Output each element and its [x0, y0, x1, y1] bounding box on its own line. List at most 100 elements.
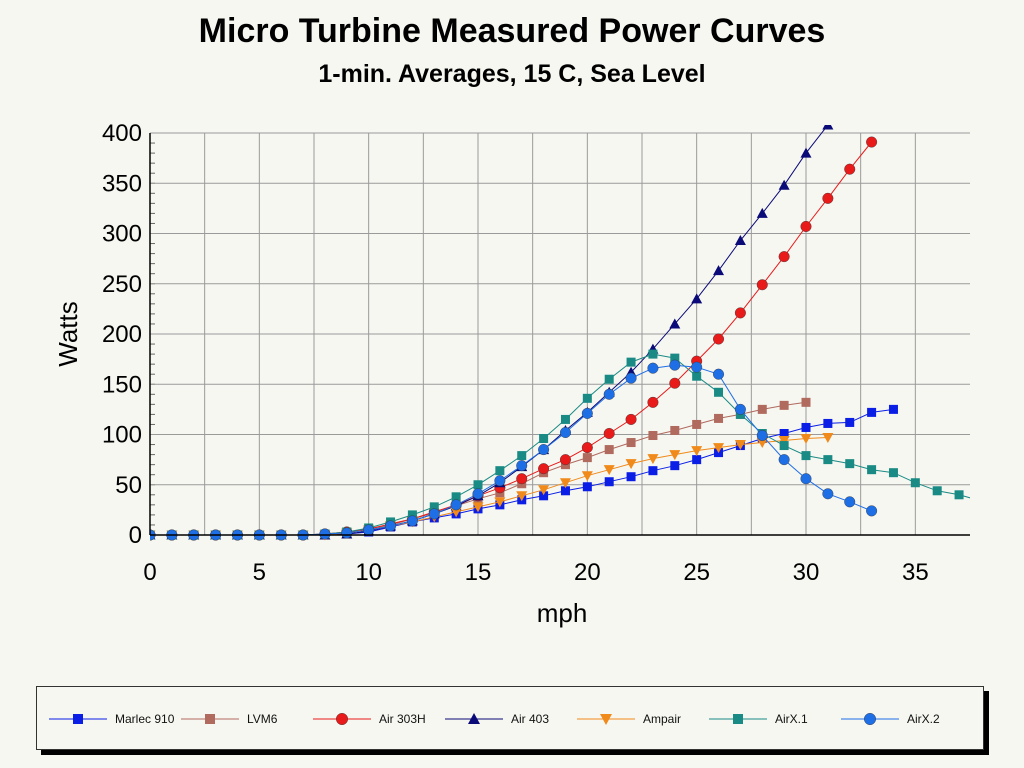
x-tick-label: 25	[683, 559, 710, 586]
data-point	[560, 486, 570, 496]
data-point	[778, 251, 790, 263]
data-point	[779, 441, 789, 451]
x-tick-label: 5	[253, 559, 266, 586]
data-point	[757, 404, 767, 414]
data-point	[756, 279, 768, 291]
data-point	[734, 403, 746, 415]
legend-label: LVM6	[247, 712, 278, 726]
data-point	[363, 524, 375, 536]
data-point	[692, 419, 702, 429]
data-point	[495, 466, 505, 476]
legend-item: LVM6	[181, 712, 278, 726]
x-tick-label: 35	[902, 559, 929, 586]
data-point	[801, 397, 811, 407]
data-point	[713, 443, 725, 454]
legend-marker	[733, 714, 743, 724]
y-axis-label: Watts	[53, 301, 83, 366]
legend-label: Ampair	[643, 712, 681, 726]
y-tick-label: 400	[102, 120, 142, 147]
data-point	[976, 496, 985, 505]
data-point	[516, 460, 528, 472]
data-point	[756, 430, 768, 442]
data-point	[713, 333, 725, 345]
data-point	[844, 163, 856, 175]
data-point	[670, 425, 680, 435]
data-point	[604, 477, 614, 487]
data-point	[559, 454, 571, 466]
data-point	[669, 318, 681, 329]
data-point	[559, 478, 571, 489]
x-axis-label: mph	[537, 598, 588, 628]
legend-items: Marlec 910 LVM6 Air 303H Air 403 Ampair AirX.…	[49, 712, 940, 726]
data-point	[888, 404, 898, 414]
data-point	[559, 426, 571, 438]
legend-marker	[205, 714, 215, 724]
data-point	[691, 446, 703, 457]
data-point	[734, 440, 746, 451]
data-point	[867, 407, 877, 417]
data-point	[516, 473, 528, 485]
data-point	[450, 499, 462, 511]
series-airx-2	[150, 359, 878, 541]
data-point	[626, 472, 636, 482]
data-point	[582, 482, 592, 492]
data-point	[517, 451, 527, 461]
legend-item: Air 303H	[313, 712, 426, 726]
data-point	[582, 393, 592, 403]
data-point	[581, 442, 593, 454]
data-point	[822, 192, 834, 204]
data-point	[494, 497, 506, 508]
data-point	[429, 502, 439, 512]
legend: Marlec 910 LVM6 Air 303H Air 403 Ampair AirX.…	[36, 686, 984, 750]
data-point	[428, 508, 440, 520]
data-point	[406, 515, 418, 527]
chart-title: Micro Turbine Measured Power Curves	[198, 12, 826, 50]
data-point	[734, 307, 746, 319]
data-point	[713, 265, 725, 276]
data-point	[626, 357, 636, 367]
data-point	[734, 235, 746, 246]
data-point	[538, 463, 550, 475]
data-point	[581, 407, 593, 419]
legend-label: AirX.2	[907, 712, 940, 726]
data-point	[625, 459, 637, 470]
data-point	[669, 377, 681, 389]
y-tick-label: 300	[102, 221, 142, 248]
legend-marker	[600, 714, 612, 725]
data-point	[319, 528, 331, 540]
data-point	[625, 372, 637, 384]
data-point	[581, 471, 593, 482]
data-point	[670, 353, 680, 363]
data-point	[778, 436, 790, 447]
data-point	[603, 427, 615, 439]
data-point	[385, 520, 397, 532]
data-point	[866, 136, 878, 148]
data-point	[538, 444, 550, 456]
data-point	[779, 428, 789, 438]
y-tick-label: 100	[102, 422, 142, 449]
data-point	[954, 490, 964, 500]
data-point	[539, 434, 549, 444]
data-point	[691, 293, 703, 304]
data-point	[800, 220, 812, 232]
data-point	[647, 396, 659, 408]
data-point	[932, 486, 942, 496]
x-tick-label: 0	[143, 559, 156, 586]
data-point	[779, 400, 789, 410]
data-point	[778, 454, 790, 466]
data-point	[472, 502, 484, 513]
data-point	[910, 478, 920, 488]
data-point	[801, 451, 811, 461]
data-point	[625, 413, 637, 425]
y-tick-label: 0	[129, 522, 142, 549]
data-point	[692, 455, 702, 465]
legend-label: Air 303H	[379, 712, 426, 726]
data-point	[756, 207, 768, 218]
data-point	[603, 465, 615, 476]
data-point	[669, 359, 681, 371]
legend-marker	[468, 713, 480, 724]
legend-item: Air 403	[445, 712, 549, 726]
data-point	[539, 491, 549, 501]
legend-item: Ampair	[577, 712, 681, 726]
